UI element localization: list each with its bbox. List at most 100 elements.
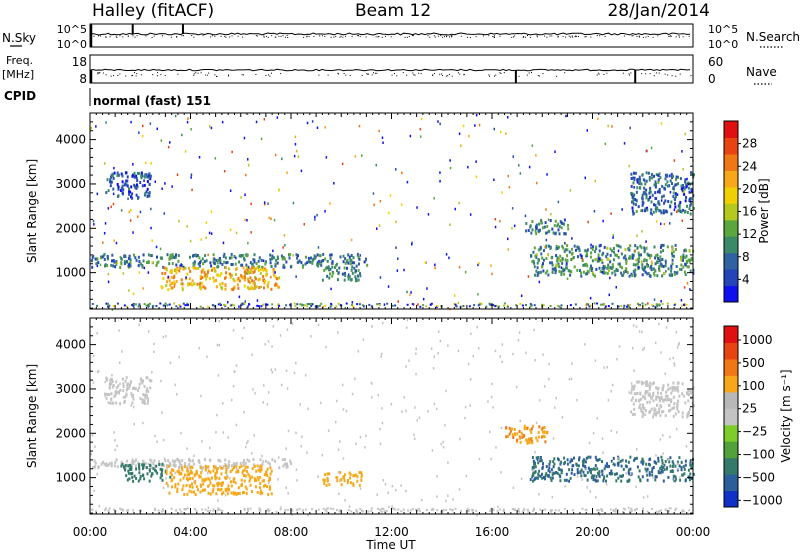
- scatter-cell: [344, 307, 347, 310]
- scatter-cell: [571, 362, 573, 365]
- data-cell: [321, 278, 324, 282]
- data-cell: [127, 471, 130, 475]
- nave-point: [537, 75, 539, 77]
- data-cell: [145, 466, 148, 470]
- scatter-cell: [247, 440, 249, 443]
- nave-point: [164, 75, 166, 76]
- scatter-cell: [372, 192, 375, 195]
- nave-point: [391, 74, 393, 76]
- data-cell: [268, 462, 271, 466]
- data-cell: [561, 261, 564, 265]
- data-cell: [542, 258, 545, 262]
- data-cell: [676, 401, 679, 405]
- data-cell: [194, 481, 197, 485]
- data-cell: [631, 193, 634, 197]
- data-cell: [343, 266, 346, 270]
- data-cell: [651, 473, 654, 477]
- nsearch-point: [652, 36, 654, 38]
- data-cell: [116, 465, 119, 469]
- data-cell: [662, 209, 665, 213]
- data-cell: [645, 188, 648, 192]
- ground-cell: [138, 303, 141, 306]
- data-cell: [684, 479, 687, 483]
- nsearch-point: [340, 35, 342, 37]
- ground-cell: [635, 508, 638, 510]
- scatter-cell: [214, 157, 217, 160]
- ground-cell: [656, 304, 659, 307]
- data-cell: [649, 211, 652, 215]
- data-cell: [105, 396, 108, 400]
- data-cell: [606, 462, 608, 466]
- data-cell: [679, 177, 682, 181]
- data-cell: [225, 471, 228, 475]
- data-cell: [325, 483, 328, 487]
- scatter-cell: [411, 241, 413, 244]
- data-cell: [661, 184, 664, 188]
- data-cell: [684, 273, 687, 276]
- data-cell: [326, 259, 329, 263]
- data-cell: [195, 471, 198, 475]
- data-cell: [360, 475, 363, 479]
- nave-point: [195, 72, 197, 74]
- data-cell: [251, 490, 253, 494]
- ground-cell: [347, 509, 350, 512]
- ground-cell: [179, 508, 182, 511]
- ground-cell: [350, 510, 353, 513]
- data-cell: [248, 474, 251, 478]
- data-cell: [232, 491, 235, 495]
- scatter-cell: [150, 207, 152, 211]
- data-cell: [597, 458, 599, 462]
- nave-trace: [90, 70, 692, 83]
- data-cell: [244, 465, 247, 469]
- ground-cell: [585, 509, 588, 512]
- nsearch-point: [134, 36, 136, 38]
- data-cell: [255, 262, 258, 266]
- data-cell: [145, 376, 148, 380]
- data-cell: [675, 178, 677, 182]
- data-cell: [252, 271, 255, 275]
- scatter-cell: [229, 228, 232, 231]
- scatter-cell: [181, 133, 183, 137]
- nsearch-point: [524, 36, 526, 38]
- data-cell: [222, 254, 225, 258]
- data-cell: [110, 263, 113, 267]
- nsearch-point: [406, 36, 408, 38]
- scatter-cell: [406, 318, 409, 322]
- colorbar-tick-label: 4: [742, 272, 750, 286]
- data-cell: [657, 459, 660, 463]
- nave-label: Nave: [746, 65, 777, 79]
- data-cell: [123, 260, 126, 264]
- scatter-cell: [221, 120, 224, 124]
- scatter-cell: [235, 423, 238, 427]
- nsearch-point: [98, 35, 99, 37]
- data-cell: [614, 273, 617, 277]
- data-cell: [246, 465, 249, 469]
- scatter-cell: [665, 261, 667, 265]
- data-cell: [125, 179, 128, 183]
- scatter-cell: [382, 321, 384, 325]
- data-cell: [95, 262, 98, 266]
- data-cell: [219, 261, 222, 265]
- scatter-cell: [417, 303, 419, 306]
- data-cell: [633, 271, 636, 275]
- scatter-cell: [460, 144, 462, 147]
- ground-cell: [681, 509, 684, 512]
- scatter-cell: [554, 150, 556, 153]
- data-cell: [596, 259, 599, 263]
- ground-cell: [286, 508, 289, 511]
- scatter-cell: [267, 283, 269, 286]
- data-cell: [224, 287, 227, 291]
- ground-cell: [554, 509, 557, 512]
- data-cell: [644, 467, 647, 471]
- data-cell: [682, 465, 685, 469]
- data-cell: [653, 412, 656, 416]
- scatter-cell: [344, 499, 346, 502]
- scatter-cell: [263, 201, 266, 204]
- data-cell: [692, 207, 695, 210]
- data-cell: [556, 224, 559, 228]
- data-cell: [684, 263, 687, 267]
- data-cell: [533, 471, 536, 475]
- data-cell: [577, 464, 580, 468]
- data-cell: [259, 271, 262, 275]
- ground-cell: [154, 509, 157, 512]
